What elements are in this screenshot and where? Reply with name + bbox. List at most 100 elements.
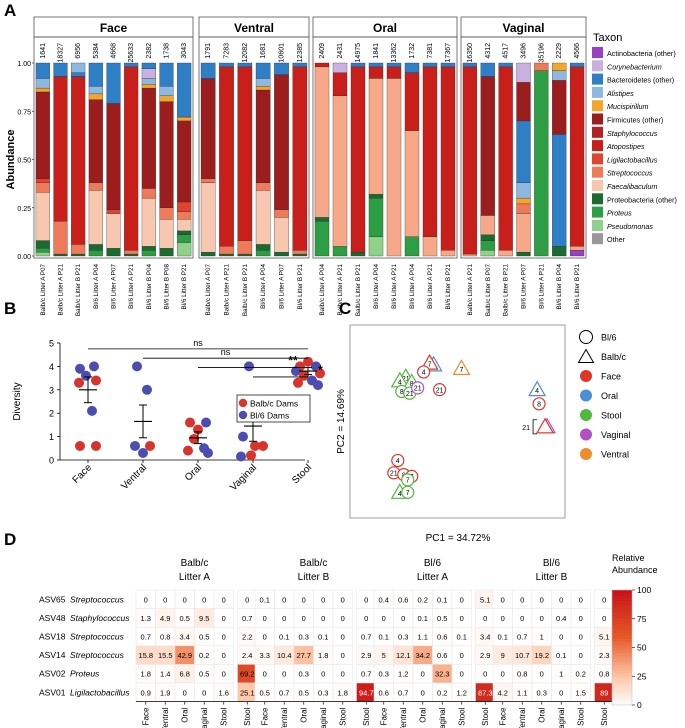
pca-point: 7: [401, 485, 415, 499]
bar-segment: [124, 66, 139, 251]
colorbar-step: [612, 690, 632, 694]
bar-count-label: 1738: [164, 43, 171, 59]
heatmap-cell: 0: [475, 608, 496, 628]
col-label: Face: [380, 707, 389, 725]
pca-circle: [401, 485, 415, 499]
taxon-legend: Taxon Actinobacteria (other) Corynebacteri…: [592, 32, 677, 245]
col-label: Face: [261, 707, 270, 725]
cell-value: 32.3: [435, 670, 450, 679]
bar: 18327 Balb/c Litter A P21: [53, 43, 68, 316]
bar: 35196 Bl/6 Litter A P21: [534, 43, 549, 309]
y-tick-label: 5: [49, 339, 54, 349]
x-tick-label: Stool: [290, 462, 314, 486]
heatmap-cell: 0: [293, 608, 314, 628]
cell-value: 0: [245, 595, 249, 604]
cell-value: 0: [460, 670, 464, 679]
legend-item: Proteobacteria (other): [592, 193, 677, 205]
cluster-label: 21: [522, 425, 530, 432]
legend-item: Oral: [580, 389, 618, 402]
bar-count-label: 1791: [205, 43, 212, 59]
cell-value: 0: [183, 595, 187, 604]
bar-segment: [35, 62, 50, 79]
heatmap-cell: 0: [594, 608, 615, 628]
bar: 14975 Balb/c Litter B P21: [350, 43, 366, 316]
heatmap-cell: 1: [551, 664, 572, 684]
col-label: Vaginal: [438, 707, 447, 728]
legend-dot: [580, 409, 592, 421]
cell-value: 3.4: [180, 633, 190, 642]
heatmap-cell: 2.2: [237, 626, 258, 647]
bar-sample-label: Balb/c Litter A P04: [319, 264, 326, 316]
cell-value: 0: [144, 595, 148, 604]
bar-count-label: 10601: [279, 43, 286, 63]
diversity-point: [203, 447, 213, 458]
heatmap-cell: 32.3: [432, 664, 453, 684]
cell-value: 87.3: [478, 688, 493, 697]
pca-point-label: 4: [535, 388, 539, 395]
row-label: ASV02 Proteus: [39, 669, 100, 679]
y-axis-title: Abundance: [5, 130, 17, 190]
bar-segment: [498, 250, 513, 257]
bar-segment: [404, 130, 420, 237]
colorbar-step: [612, 595, 632, 600]
cell-value: 1.6: [219, 688, 229, 697]
pca-point: 4: [391, 453, 405, 468]
legend-label: Bl/6 Dams: [250, 411, 289, 421]
colorbar-tick-label: 75: [637, 614, 647, 624]
legend-label: Corynebacterium: [607, 62, 662, 71]
block-subtitle: Litter A: [417, 572, 448, 583]
bar-sample-label: Bl/6 Litter A P21: [128, 264, 135, 309]
bar-segment: [480, 234, 495, 241]
heatmap-block: Balb/c Litter B 0.1 0 0 0 0 0 0 0 0 0 0 0 0 0.1 0.3 0.1 0 0…: [254, 558, 377, 728]
bar-segment: [368, 78, 384, 195]
pca-point-label: 21: [406, 391, 414, 398]
cell-value: 0: [421, 688, 425, 697]
heatmap-cell: 0: [492, 664, 513, 684]
bar-segment: [462, 62, 478, 68]
cell-value: 2.9: [361, 651, 371, 660]
heatmap-cell: 0: [492, 589, 513, 609]
heatmap-cell: 0: [451, 645, 472, 665]
legend-dot: [238, 410, 248, 420]
col-label: Stool: [600, 707, 609, 725]
heatmap-cell: 2.4: [237, 645, 258, 665]
bar-segment: [35, 251, 50, 257]
bar-segment: [422, 66, 438, 237]
heatmap-cell: 89: [594, 682, 615, 702]
asv-genus: Streptococcus: [70, 650, 125, 660]
y-axis-title: Diversity: [12, 382, 23, 420]
bar-count-label: 1841: [373, 43, 380, 59]
bar-count-label: 18327: [58, 43, 65, 63]
heatmap-cell: 69.2: [237, 664, 258, 684]
heatmap-cell: 27.7: [293, 645, 314, 665]
pca-point-label: 21: [390, 471, 398, 478]
legend-dot: [580, 448, 592, 460]
heatmap-cell: 0.1: [551, 645, 572, 665]
pca-circle: [417, 365, 431, 379]
heatmap-cell: 25.1: [237, 682, 258, 702]
cell-value: 0: [302, 614, 306, 623]
heatmap-cell: 0: [570, 645, 591, 665]
diversity-legend: Balb/c Dams Bl/6 Dams: [236, 394, 311, 423]
asv-id: ASV48: [39, 613, 66, 623]
heatmap-cell: 0: [293, 589, 314, 609]
bar-segment: [53, 221, 68, 255]
significance-label: ns: [193, 338, 203, 348]
bar-segment: [274, 209, 289, 218]
y-tick-label: 3: [49, 385, 54, 395]
bar-segment: [422, 62, 438, 68]
cell-value: 0.6: [437, 633, 447, 642]
colorbar-tick-label: 25: [637, 671, 647, 681]
bar-segment: [274, 74, 289, 210]
pca-point: 21: [432, 383, 447, 397]
pca-point-label: 8: [537, 402, 541, 409]
bar-segment: [314, 221, 330, 257]
heatmap-cell: 0: [135, 589, 156, 609]
legend-item: Ligilactobacillus: [592, 153, 658, 165]
legend-swatch: [592, 113, 603, 125]
bar-sample-label: Balb/c Litter A P21: [58, 264, 65, 316]
pca-circle: [532, 397, 546, 411]
legend-label: Other: [607, 235, 626, 244]
bar-segment: [569, 66, 585, 247]
